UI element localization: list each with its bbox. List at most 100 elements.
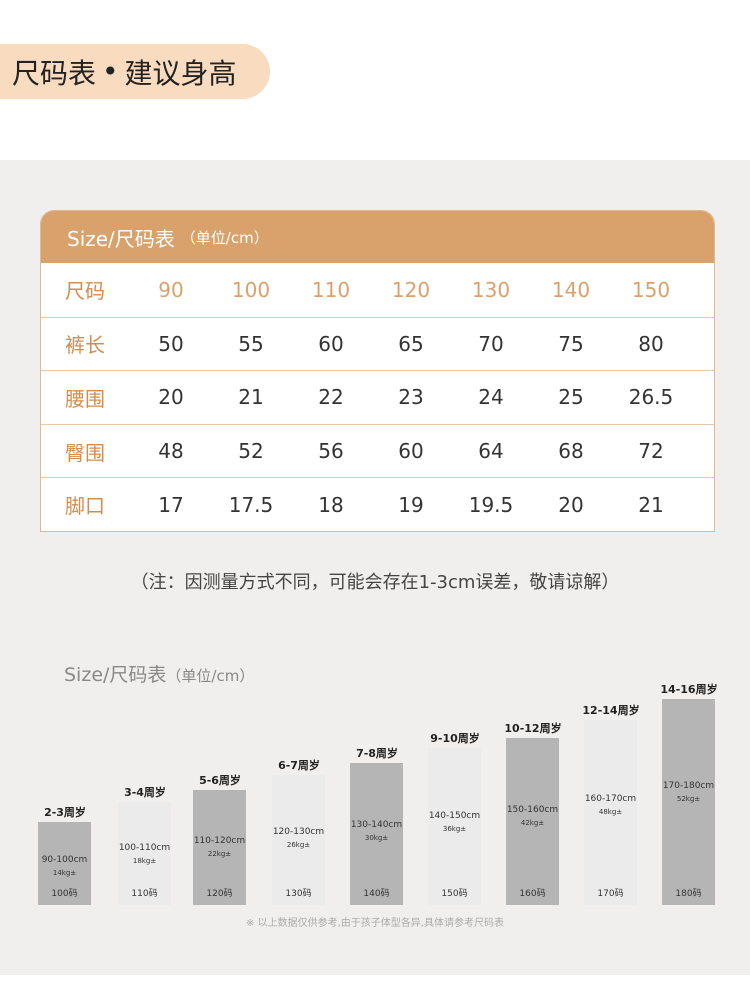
table-title: Size/尺码表 (67, 226, 175, 251)
table-row: 臀围 48 52 56 60 64 68 72 (41, 423, 714, 478)
cell: 21 (638, 492, 664, 517)
cell: 48 (158, 439, 184, 464)
disclaimer: ※ 以上数据仅供参考,由于孩子体型各异,具体请参考尺码表 (246, 918, 504, 929)
bar-size: 130码 (285, 889, 312, 899)
cell: 70 (478, 331, 504, 356)
chart-title-text: Size/尺码表 (64, 664, 167, 686)
cell: 55 (238, 331, 264, 356)
bar-weight: 22kg± (207, 850, 232, 858)
table-row: 裤长 50 55 60 65 70 75 80 (41, 316, 714, 371)
bar-height: 160-170cm (584, 794, 637, 804)
bar-height: 140-150cm (428, 810, 481, 821)
cell: 130 (471, 277, 511, 302)
cell: 110 (311, 277, 351, 302)
cell: 56 (318, 439, 344, 464)
cell: 22 (318, 385, 344, 410)
cell: 17 (158, 492, 184, 517)
bar-height: 120-130cm (272, 827, 325, 837)
table-unit: （单位/cm） (180, 228, 269, 247)
cell: 120 (391, 277, 431, 302)
bar-weight: 52kg± (676, 795, 701, 804)
cell: 20 (558, 492, 584, 517)
title-sub: 建议身高 (124, 56, 237, 90)
cell: 18 (318, 492, 344, 517)
bar-size: 170码 (597, 889, 624, 899)
bar-size: 180码 (675, 889, 702, 899)
cell: 90 (158, 277, 184, 302)
cell: 100 (231, 277, 271, 302)
cell: 64 (478, 439, 504, 464)
table-row: 尺码 90 100 110 120 130 140 150 (41, 263, 714, 317)
cell: 80 (638, 331, 664, 356)
bar-weight: 30kg± (364, 833, 389, 842)
cell: 68 (558, 439, 584, 464)
bar-weight: 48kg± (598, 808, 623, 816)
bar-age-label: 3-4周岁 (124, 786, 166, 799)
cell: 23 (398, 385, 424, 410)
bar-age-label: 7-8周岁 (356, 747, 398, 760)
bar-weight: 14kg± (52, 869, 77, 878)
row-label: 臀围 (65, 440, 105, 465)
cell: 26.5 (628, 385, 674, 410)
bar-size: 120码 (206, 889, 233, 899)
bar-age-label: 5-6周岁 (199, 774, 241, 787)
title-pill: 尺码表 • 建议身高 (0, 44, 270, 99)
bar-size: 160码 (519, 889, 546, 899)
cell: 60 (398, 439, 424, 464)
row-label: 脚口 (65, 494, 105, 519)
chart-unit: （单位/cm） (166, 667, 255, 685)
size-bar: 120-130cm 26kg± 130码 (272, 775, 325, 905)
cell: 65 (398, 331, 424, 356)
size-bar: 140-150cm 36kg± 150码 (428, 748, 481, 905)
bar-age-label: 10-12周岁 (504, 722, 562, 735)
row-label: 尺码 (65, 279, 105, 304)
bar-size: 110码 (131, 889, 158, 899)
bar-weight: 36kg± (442, 824, 467, 833)
cell: 24 (478, 385, 504, 410)
cell: 52 (238, 439, 264, 464)
title-main: 尺码表 (12, 56, 97, 90)
bar-weight: 26kg± (286, 841, 311, 849)
bar-weight: 42kg± (520, 818, 545, 827)
cell: 20 (158, 385, 184, 410)
table-row: 腰围 20 21 22 23 24 25 26.5 (41, 370, 714, 424)
measurement-note: （注：因测量方式不同，可能会存在1-3cm误差，敬请谅解） (130, 572, 620, 593)
bar-age-label: 12-14周岁 (582, 704, 640, 717)
bar-weight: 18kg± (132, 857, 157, 866)
cell: 21 (238, 385, 264, 410)
cell: 60 (318, 331, 344, 356)
bar-height: 170-180cm (662, 781, 715, 792)
size-bar: 170-180cm 52kg± 180码 (662, 699, 715, 905)
cell: 19 (398, 492, 424, 517)
bar-height: 90-100cm (41, 855, 88, 866)
row-label: 裤长 (65, 333, 105, 358)
cell: 72 (638, 439, 664, 464)
size-bar: 100-110cm 18kg± 110码 (118, 802, 171, 905)
bar-age-label: 14-16周岁 (660, 683, 718, 696)
bar-height: 130-140cm (350, 819, 403, 830)
bar-height: 100-110cm (118, 843, 171, 854)
size-bar: 110-120cm 22kg± 120码 (193, 790, 246, 905)
bar-size: 140码 (363, 889, 390, 899)
row-label: 腰围 (65, 386, 105, 411)
size-bar: 150-160cm 42kg± 160码 (506, 738, 559, 905)
cell: 19.5 (468, 492, 514, 517)
table-header: Size/尺码表 （单位/cm） (41, 211, 714, 263)
cell: 17.5 (228, 492, 274, 517)
bar-size: 150码 (441, 889, 468, 899)
bar-height: 150-160cm (506, 804, 559, 815)
size-bar: 130-140cm 30kg± 140码 (350, 763, 403, 905)
table-row: 脚口 17 17.5 18 19 19.5 20 21 (41, 477, 714, 531)
bar-size: 100码 (51, 889, 78, 899)
size-table: Size/尺码表 （单位/cm） 尺码 90 100 110 120 130 140 150 裤… (40, 210, 715, 532)
chart-title: Size/尺码表（单位/cm） (64, 660, 254, 687)
size-bar: 160-170cm 48kg± 170码 (584, 720, 637, 905)
bar-age-label: 2-3周岁 (44, 806, 86, 819)
title-bullet: • (102, 55, 119, 88)
cell: 150 (631, 277, 671, 302)
cell: 25 (558, 385, 584, 410)
cell: 50 (158, 331, 184, 356)
size-bar: 90-100cm 14kg± 100码 (38, 822, 91, 905)
bar-age-label: 6-7周岁 (278, 759, 320, 772)
bar-height: 110-120cm (193, 836, 246, 846)
